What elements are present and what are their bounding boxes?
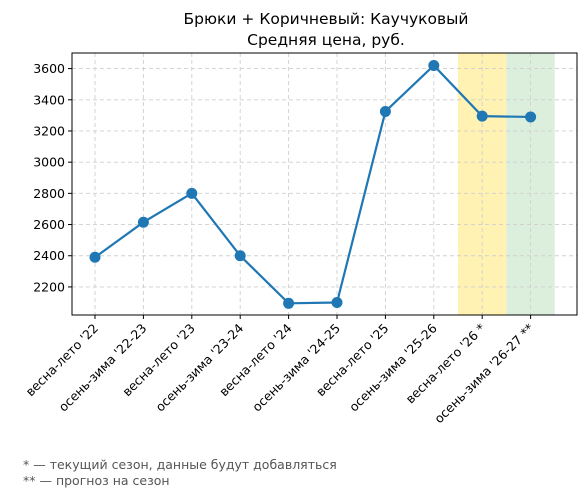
y-tick-label-2: 2600: [33, 217, 65, 232]
y-axis-ticks: 2200 2400 2600 2800 3000 3200 3400 3600: [33, 61, 72, 294]
x-tick-label-5: осень-зима '24-25: [249, 321, 343, 415]
data-point-2: [186, 187, 198, 199]
y-tick-label-0: 2200: [33, 279, 65, 294]
y-tick-label-6: 3400: [33, 92, 65, 107]
y-tick-label-3: 2800: [33, 186, 65, 201]
data-point-4: [283, 297, 295, 309]
chart-subtitle: Средняя цена, руб.: [247, 31, 405, 49]
plot-frame: [71, 52, 578, 316]
season-highlights: [458, 53, 555, 315]
data-point-8: [476, 110, 488, 122]
data-point-3: [234, 250, 246, 262]
x-tick-label-1: осень-зима '22-23: [56, 321, 150, 415]
x-tick-label-3: осень-зима '23-24: [152, 320, 246, 414]
highlight-band-1: [506, 53, 555, 315]
data-point-0: [89, 251, 101, 263]
data-point-6: [379, 105, 391, 117]
y-tick-label-7: 3600: [33, 61, 65, 76]
data-points: [89, 59, 537, 309]
x-tick-label-9: осень-зима '26-27 **: [431, 321, 537, 427]
y-tick-label-1: 2400: [33, 248, 65, 263]
footnote-forecast: ** — прогноз на сезон: [23, 473, 170, 488]
data-point-5: [331, 297, 343, 309]
data-point-1: [137, 216, 149, 228]
y-tick-label-4: 3000: [33, 155, 65, 170]
price-series-line: [94, 63, 531, 305]
x-tick-label-7: осень-зима '25-26: [346, 320, 440, 414]
chart-title: Брюки + Коричневый: Каучуковый: [184, 10, 469, 28]
y-tick-label-5: 3200: [33, 123, 65, 138]
highlight-band-0: [458, 53, 507, 315]
grid-lines: [72, 53, 577, 315]
footnote-current-season: * — текущий сезон, данные будут добавлят…: [23, 457, 337, 472]
data-point-9: [525, 111, 537, 123]
data-point-7: [428, 59, 440, 71]
